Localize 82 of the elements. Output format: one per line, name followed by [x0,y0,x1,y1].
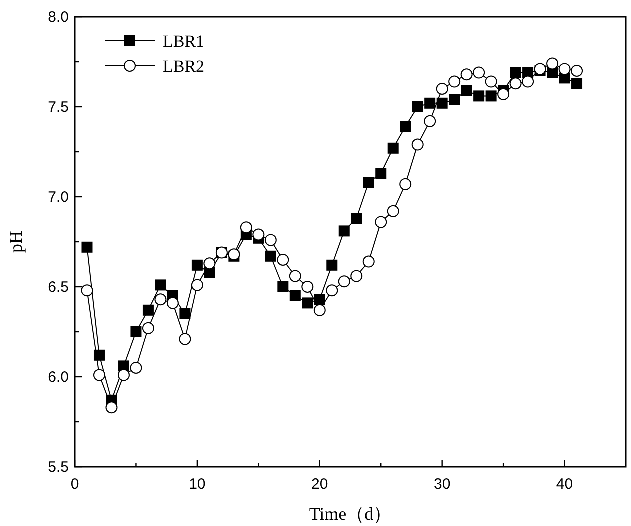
y-tick-label: 8.0 [48,9,69,26]
point [448,76,461,88]
point [252,228,265,241]
point [412,102,424,112]
point [94,350,105,361]
point [265,250,276,262]
point [436,83,448,95]
point [400,178,412,190]
point [106,402,118,414]
point [82,242,93,253]
point [572,78,583,90]
point [460,68,473,81]
point [338,276,350,288]
x-tick-label: 30 [434,476,451,493]
point [326,284,338,297]
point [93,369,106,382]
x-tick-label: 10 [189,476,206,493]
point [81,284,94,297]
point [278,282,289,292]
point [240,222,252,234]
point [424,115,436,128]
point [571,65,584,77]
point [522,76,534,88]
point [180,308,191,320]
y-tick-label: 7.0 [48,189,69,206]
point [534,63,546,76]
point [510,78,522,90]
point [166,297,179,310]
y-tick-label: 5.5 [48,459,69,476]
point [485,76,498,88]
point [302,281,314,293]
point [204,258,216,270]
point [142,304,154,316]
point [351,213,362,224]
y-tick-label: 6.0 [48,369,69,386]
point [388,142,399,154]
point [376,168,387,180]
point [264,234,277,246]
x-tick-label: 0 [70,476,80,493]
point [400,121,412,132]
point [350,270,363,282]
point [474,90,485,102]
point [314,304,326,316]
point [449,94,460,106]
point [363,177,374,188]
point [302,298,314,309]
point [326,260,338,271]
point [154,294,167,306]
point [130,326,142,338]
point [191,279,204,292]
legend-label: LBR1 [163,32,205,51]
point [375,216,388,228]
point [289,270,302,282]
point [142,322,154,334]
y-tick-label: 7.5 [48,99,69,116]
point [387,205,400,218]
legend-label: LBR2 [163,57,205,76]
point [436,98,448,109]
point [290,290,301,302]
x-tick-label: 40 [556,476,574,493]
point [314,294,326,306]
y-tick-label: 6.5 [48,279,69,296]
point [277,254,290,266]
point [130,362,142,374]
point [179,333,192,346]
point [192,260,203,271]
point [510,67,522,78]
point [424,98,436,109]
point [118,369,130,382]
x-tick-label: 20 [312,476,328,493]
point [155,280,166,291]
x-axis-title: Time（d） [309,504,392,524]
point [473,66,486,79]
y-axis-title: pH [6,231,26,253]
point [546,58,559,70]
point [558,63,571,76]
point [498,88,510,100]
point [412,138,424,151]
point [486,90,497,102]
point [362,256,375,268]
point [338,226,350,237]
point [461,85,472,96]
